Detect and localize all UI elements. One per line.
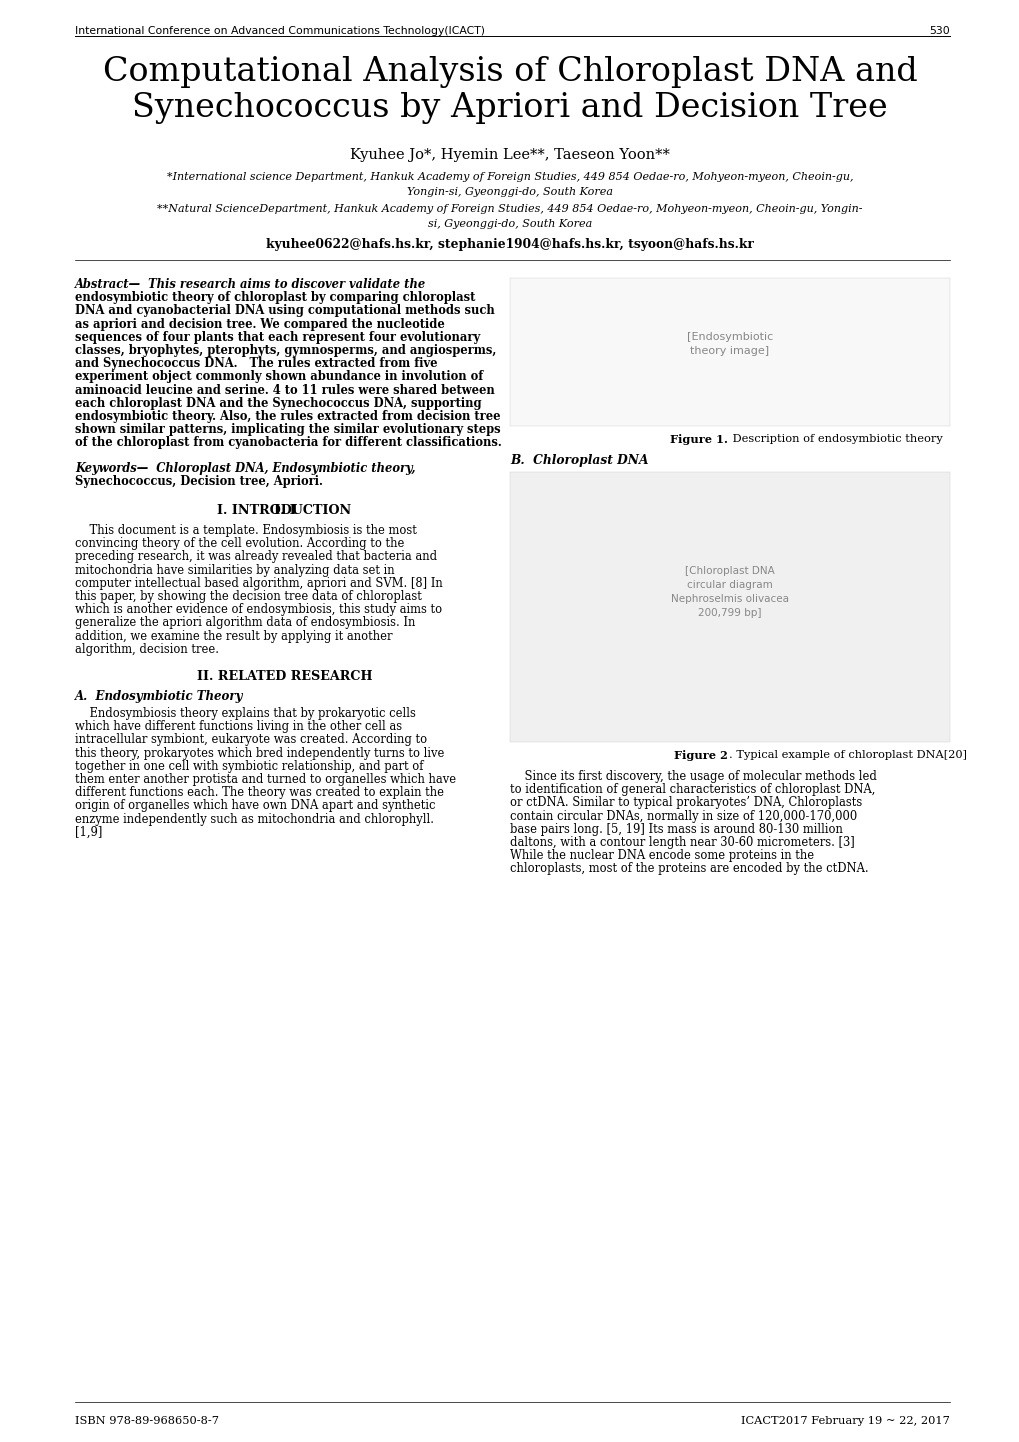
Text: contain circular DNAs, normally in size of 120,000-170,000: contain circular DNAs, normally in size … <box>510 809 856 822</box>
Text: algorithm, decision tree.: algorithm, decision tree. <box>75 643 219 656</box>
Text: classes, bryophytes, pterophyts, gymnosperms, and angiosperms,: classes, bryophytes, pterophyts, gymnosp… <box>75 345 496 358</box>
Text: origin of organelles which have own DNA apart and synthetic: origin of organelles which have own DNA … <box>75 799 435 812</box>
Text: shown similar patterns, implicating the similar evolutionary steps: shown similar patterns, implicating the … <box>75 423 500 435</box>
Text: Yongin-si, Gyeonggi-do, South Korea: Yongin-si, Gyeonggi-do, South Korea <box>407 187 612 198</box>
Text: II. RELATED RESEARCH: II. RELATED RESEARCH <box>197 671 372 684</box>
Text: kyuhee0622@hafs.hs.kr, stephanie1904@hafs.hs.kr, tsyoon@hafs.hs.kr: kyuhee0622@hafs.hs.kr, stephanie1904@haf… <box>266 238 753 251</box>
Bar <box>510 472 949 743</box>
Text: Figure 2: Figure 2 <box>674 750 728 761</box>
Text: them enter another protista and turned to organelles which have: them enter another protista and turned t… <box>75 773 455 786</box>
Text: Abstract—  This research aims to discover validate the: Abstract— This research aims to discover… <box>75 278 426 291</box>
Text: computer intellectual based algorithm, apriori and SVM. [8] In: computer intellectual based algorithm, a… <box>75 577 442 590</box>
Text: and Synechococcus DNA.   The rules extracted from five: and Synechococcus DNA. The rules extract… <box>75 358 437 371</box>
Text: each chloroplast DNA and the Synechococcus DNA, supporting: each chloroplast DNA and the Synechococc… <box>75 397 481 410</box>
Text: 530: 530 <box>928 26 949 36</box>
Text: While the nuclear DNA encode some proteins in the: While the nuclear DNA encode some protei… <box>510 849 813 862</box>
Text: experiment object commonly shown abundance in involution of: experiment object commonly shown abundan… <box>75 371 483 384</box>
Text: ISBN 978-89-968650-8-7: ISBN 978-89-968650-8-7 <box>75 1416 219 1426</box>
Text: . Typical example of chloroplast DNA[20]: . Typical example of chloroplast DNA[20] <box>729 750 966 760</box>
Text: si, Gyeonggi-do, South Korea: si, Gyeonggi-do, South Korea <box>427 219 592 229</box>
Text: which is another evidence of endosymbiosis, this study aims to: which is another evidence of endosymbios… <box>75 603 441 616</box>
Text: [1,9]: [1,9] <box>75 826 102 839</box>
Text: DNA and cyanobacterial DNA using computational methods such: DNA and cyanobacterial DNA using computa… <box>75 304 494 317</box>
Text: endosymbiotic theory. Also, the rules extracted from decision tree: endosymbiotic theory. Also, the rules ex… <box>75 410 500 423</box>
Text: Keywords—  Chloroplast DNA, Endosymbiotic theory,: Keywords— Chloroplast DNA, Endosymbiotic… <box>75 461 415 474</box>
Text: aminoacid leucine and serine. 4 to 11 rules were shared between: aminoacid leucine and serine. 4 to 11 ru… <box>75 384 494 397</box>
Text: this theory, prokaryotes which bred independently turns to live: this theory, prokaryotes which bred inde… <box>75 747 444 760</box>
Text: or ctDNA. Similar to typical prokaryotes’ DNA, Chloroplasts: or ctDNA. Similar to typical prokaryotes… <box>510 796 861 809</box>
Text: enzyme independently such as mitochondria and chlorophyll.: enzyme independently such as mitochondri… <box>75 813 433 826</box>
Text: this paper, by showing the decision tree data of chloroplast: this paper, by showing the decision tree… <box>75 590 422 603</box>
Text: different functions each. The theory was created to explain the: different functions each. The theory was… <box>75 786 443 799</box>
Text: ICACT2017 February 19 ~ 22, 2017: ICACT2017 February 19 ~ 22, 2017 <box>741 1416 949 1426</box>
Text: of the chloroplast from cyanobacteria for different classifications.: of the chloroplast from cyanobacteria fo… <box>75 437 501 450</box>
Text: sequences of four plants that each represent four evolutionary: sequences of four plants that each repre… <box>75 330 480 343</box>
Text: mitochondria have similarities by analyzing data set in: mitochondria have similarities by analyz… <box>75 564 394 577</box>
Text: Endosymbiosis theory explains that by prokaryotic cells: Endosymbiosis theory explains that by pr… <box>75 707 416 720</box>
Text: Kyuhee Jo*, Hyemin Lee**, Taeseon Yoon**: Kyuhee Jo*, Hyemin Lee**, Taeseon Yoon** <box>350 149 669 162</box>
Text: preceding research, it was already revealed that bacteria and: preceding research, it was already revea… <box>75 551 437 564</box>
Text: daltons, with a contour length near 30-60 micrometers. [3]: daltons, with a contour length near 30-6… <box>510 836 854 849</box>
Text: [Chloroplast DNA
circular diagram
Nephroselmis olivacea
200,799 bp]: [Chloroplast DNA circular diagram Nephro… <box>671 567 789 619</box>
Text: to identification of general characteristics of chloroplast DNA,: to identification of general characteris… <box>510 783 874 796</box>
Text: base pairs long. [5, 19] Its mass is around 80-130 million: base pairs long. [5, 19] Its mass is aro… <box>510 823 842 836</box>
Text: which have different functions living in the other cell as: which have different functions living in… <box>75 720 401 733</box>
Text: [Endosymbiotic
theory image]: [Endosymbiotic theory image] <box>686 332 772 356</box>
Bar <box>510 278 949 425</box>
Text: International Conference on Advanced Communications Technology(ICACT): International Conference on Advanced Com… <box>75 26 484 36</box>
Text: as apriori and decision tree. We compared the nucleotide: as apriori and decision tree. We compare… <box>75 317 444 330</box>
Text: Synechococcus by Apriori and Decision Tree: Synechococcus by Apriori and Decision Tr… <box>132 92 887 124</box>
Text: **Natural ScienceDepartment, Hankuk Academy of Foreign Studies, 449 854 Oedae-ro: **Natural ScienceDepartment, Hankuk Acad… <box>157 203 862 213</box>
Text: Computational Analysis of Chloroplast DNA and: Computational Analysis of Chloroplast DN… <box>103 56 916 88</box>
Text: *International science Department, Hankuk Academy of Foreign Studies, 449 854 Oe: *International science Department, Hanku… <box>166 172 853 182</box>
Text: Figure 1.: Figure 1. <box>669 434 728 446</box>
Text: Synechococcus, Decision tree, Apriori.: Synechococcus, Decision tree, Apriori. <box>75 474 323 487</box>
Text: I. INTRODUCTION: I. INTRODUCTION <box>217 505 352 518</box>
Text: addition, we examine the result by applying it another: addition, we examine the result by apply… <box>75 630 392 643</box>
Text: A.  Endosymbiotic Theory: A. Endosymbiotic Theory <box>75 691 244 704</box>
Text: convincing theory of the cell evolution. According to the: convincing theory of the cell evolution.… <box>75 538 404 551</box>
Text: endosymbiotic theory of chloroplast by comparing chloroplast: endosymbiotic theory of chloroplast by c… <box>75 291 475 304</box>
Text: I. I: I. I <box>273 505 296 518</box>
Text: together in one cell with symbiotic relationship, and part of: together in one cell with symbiotic rela… <box>75 760 423 773</box>
Text: Description of endosymbiotic theory: Description of endosymbiotic theory <box>729 434 942 444</box>
Text: B.  Chloroplast DNA: B. Chloroplast DNA <box>510 454 648 467</box>
Text: chloroplasts, most of the proteins are encoded by the ctDNA.: chloroplasts, most of the proteins are e… <box>510 862 868 875</box>
Text: generalize the apriori algorithm data of endosymbiosis. In: generalize the apriori algorithm data of… <box>75 616 415 629</box>
Text: This document is a template. Endosymbiosis is the most: This document is a template. Endosymbios… <box>75 523 417 536</box>
Text: Since its first discovery, the usage of molecular methods led: Since its first discovery, the usage of … <box>510 770 876 783</box>
Text: intracellular symbiont, eukaryote was created. According to: intracellular symbiont, eukaryote was cr… <box>75 734 427 747</box>
